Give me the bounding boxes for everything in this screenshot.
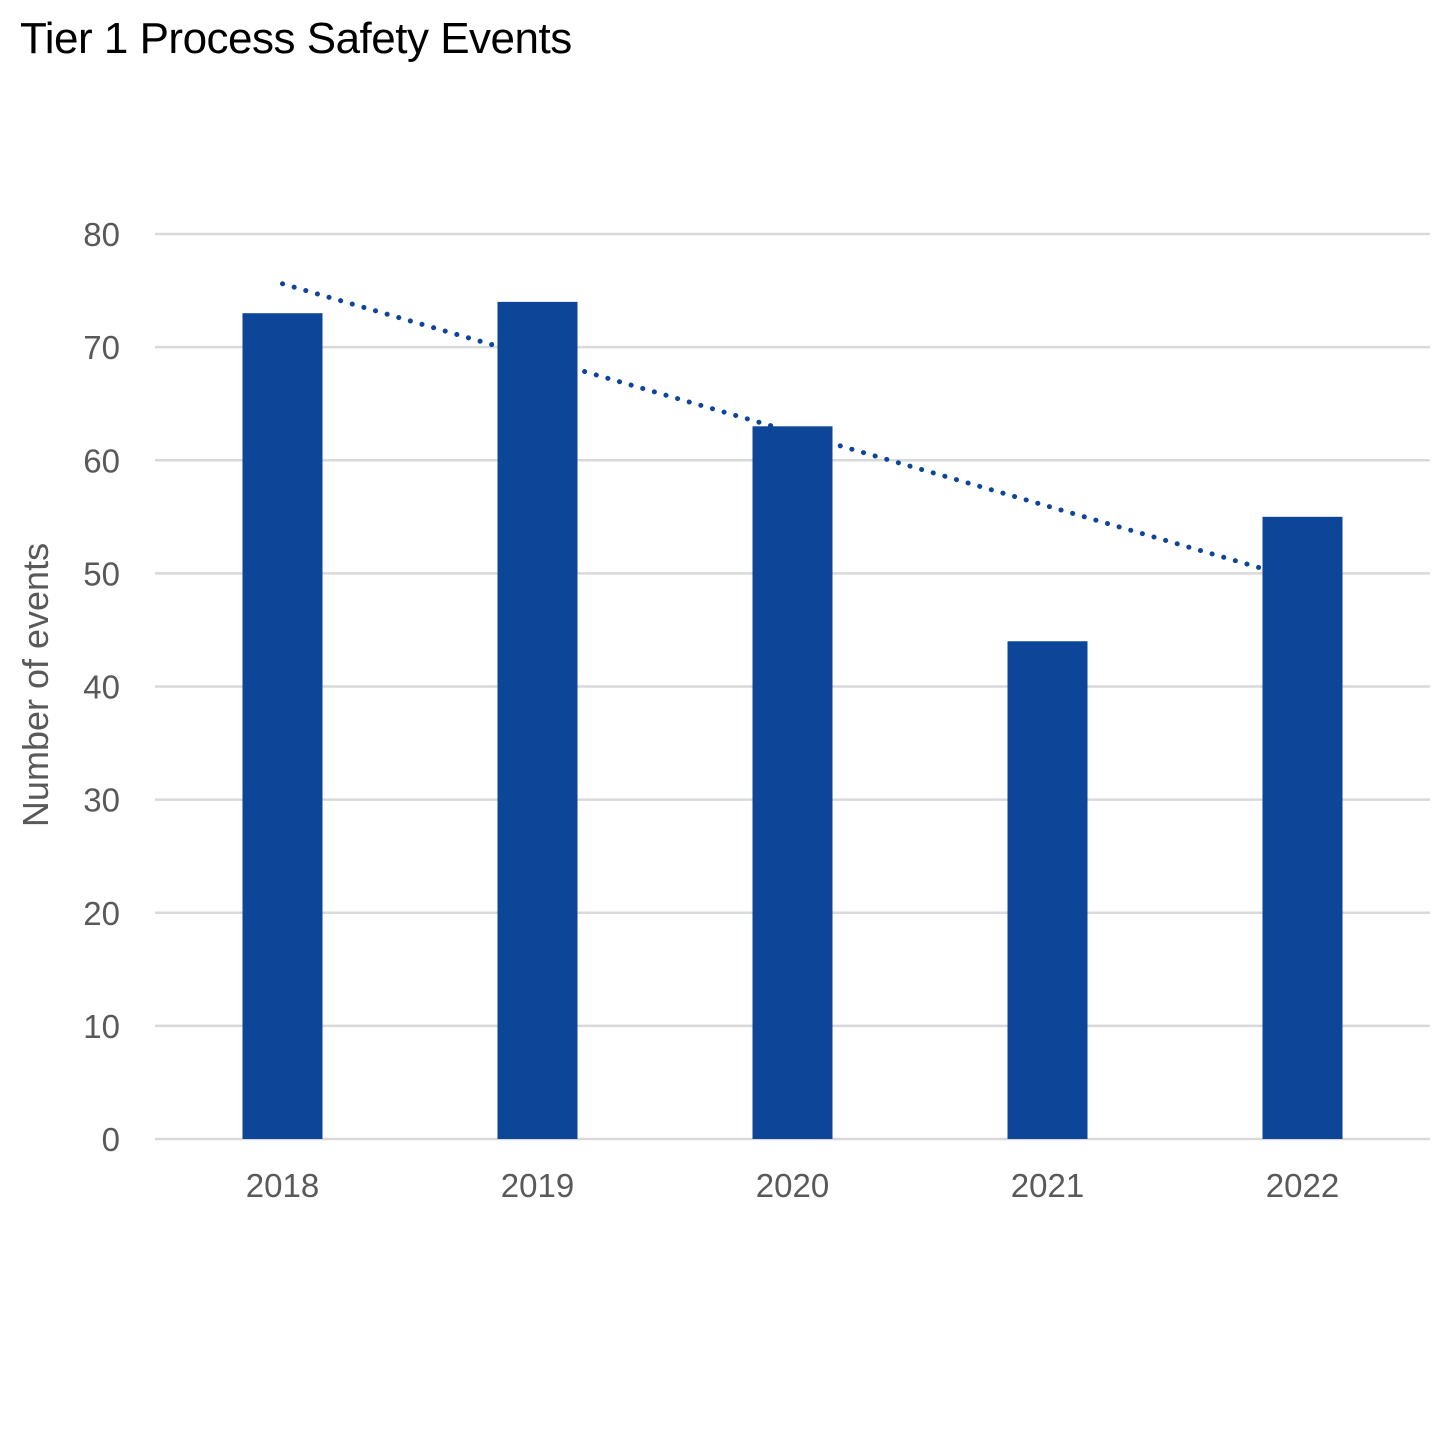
y-tick-labels: 0 10 20 30 40 50 60 70 80 <box>83 216 120 1158</box>
y-tick-label: 20 <box>83 895 120 932</box>
trendline-path <box>280 281 1265 572</box>
x-tick-label: 2021 <box>1011 1167 1084 1204</box>
bars <box>242 301 1343 1139</box>
y-tick-label: 70 <box>83 329 120 366</box>
bar-2020 <box>752 426 833 1139</box>
x-tick-labels: 2018 2019 2020 2021 2022 <box>246 1167 1339 1204</box>
chart-title: Tier 1 Process Safety Events <box>20 14 572 63</box>
y-tick-label: 0 <box>102 1121 120 1158</box>
y-tick-label: 80 <box>83 216 120 253</box>
bar-2018 <box>242 313 323 1139</box>
trendline <box>280 281 1265 572</box>
y-tick-label: 40 <box>83 669 120 706</box>
y-tick-label: 60 <box>83 442 120 479</box>
y-tick-label: 10 <box>83 1008 120 1045</box>
x-tick-label: 2020 <box>756 1167 829 1204</box>
bar-2021 <box>1007 641 1088 1139</box>
x-tick-label: 2019 <box>501 1167 574 1204</box>
y-axis-label: Number of events <box>15 543 56 827</box>
bar-2022 <box>1262 516 1343 1139</box>
y-tick-label: 50 <box>83 555 120 592</box>
y-tick-label: 30 <box>83 782 120 819</box>
x-tick-label: 2018 <box>246 1167 319 1204</box>
bar-2019 <box>497 301 578 1139</box>
x-tick-label: 2022 <box>1266 1167 1339 1204</box>
